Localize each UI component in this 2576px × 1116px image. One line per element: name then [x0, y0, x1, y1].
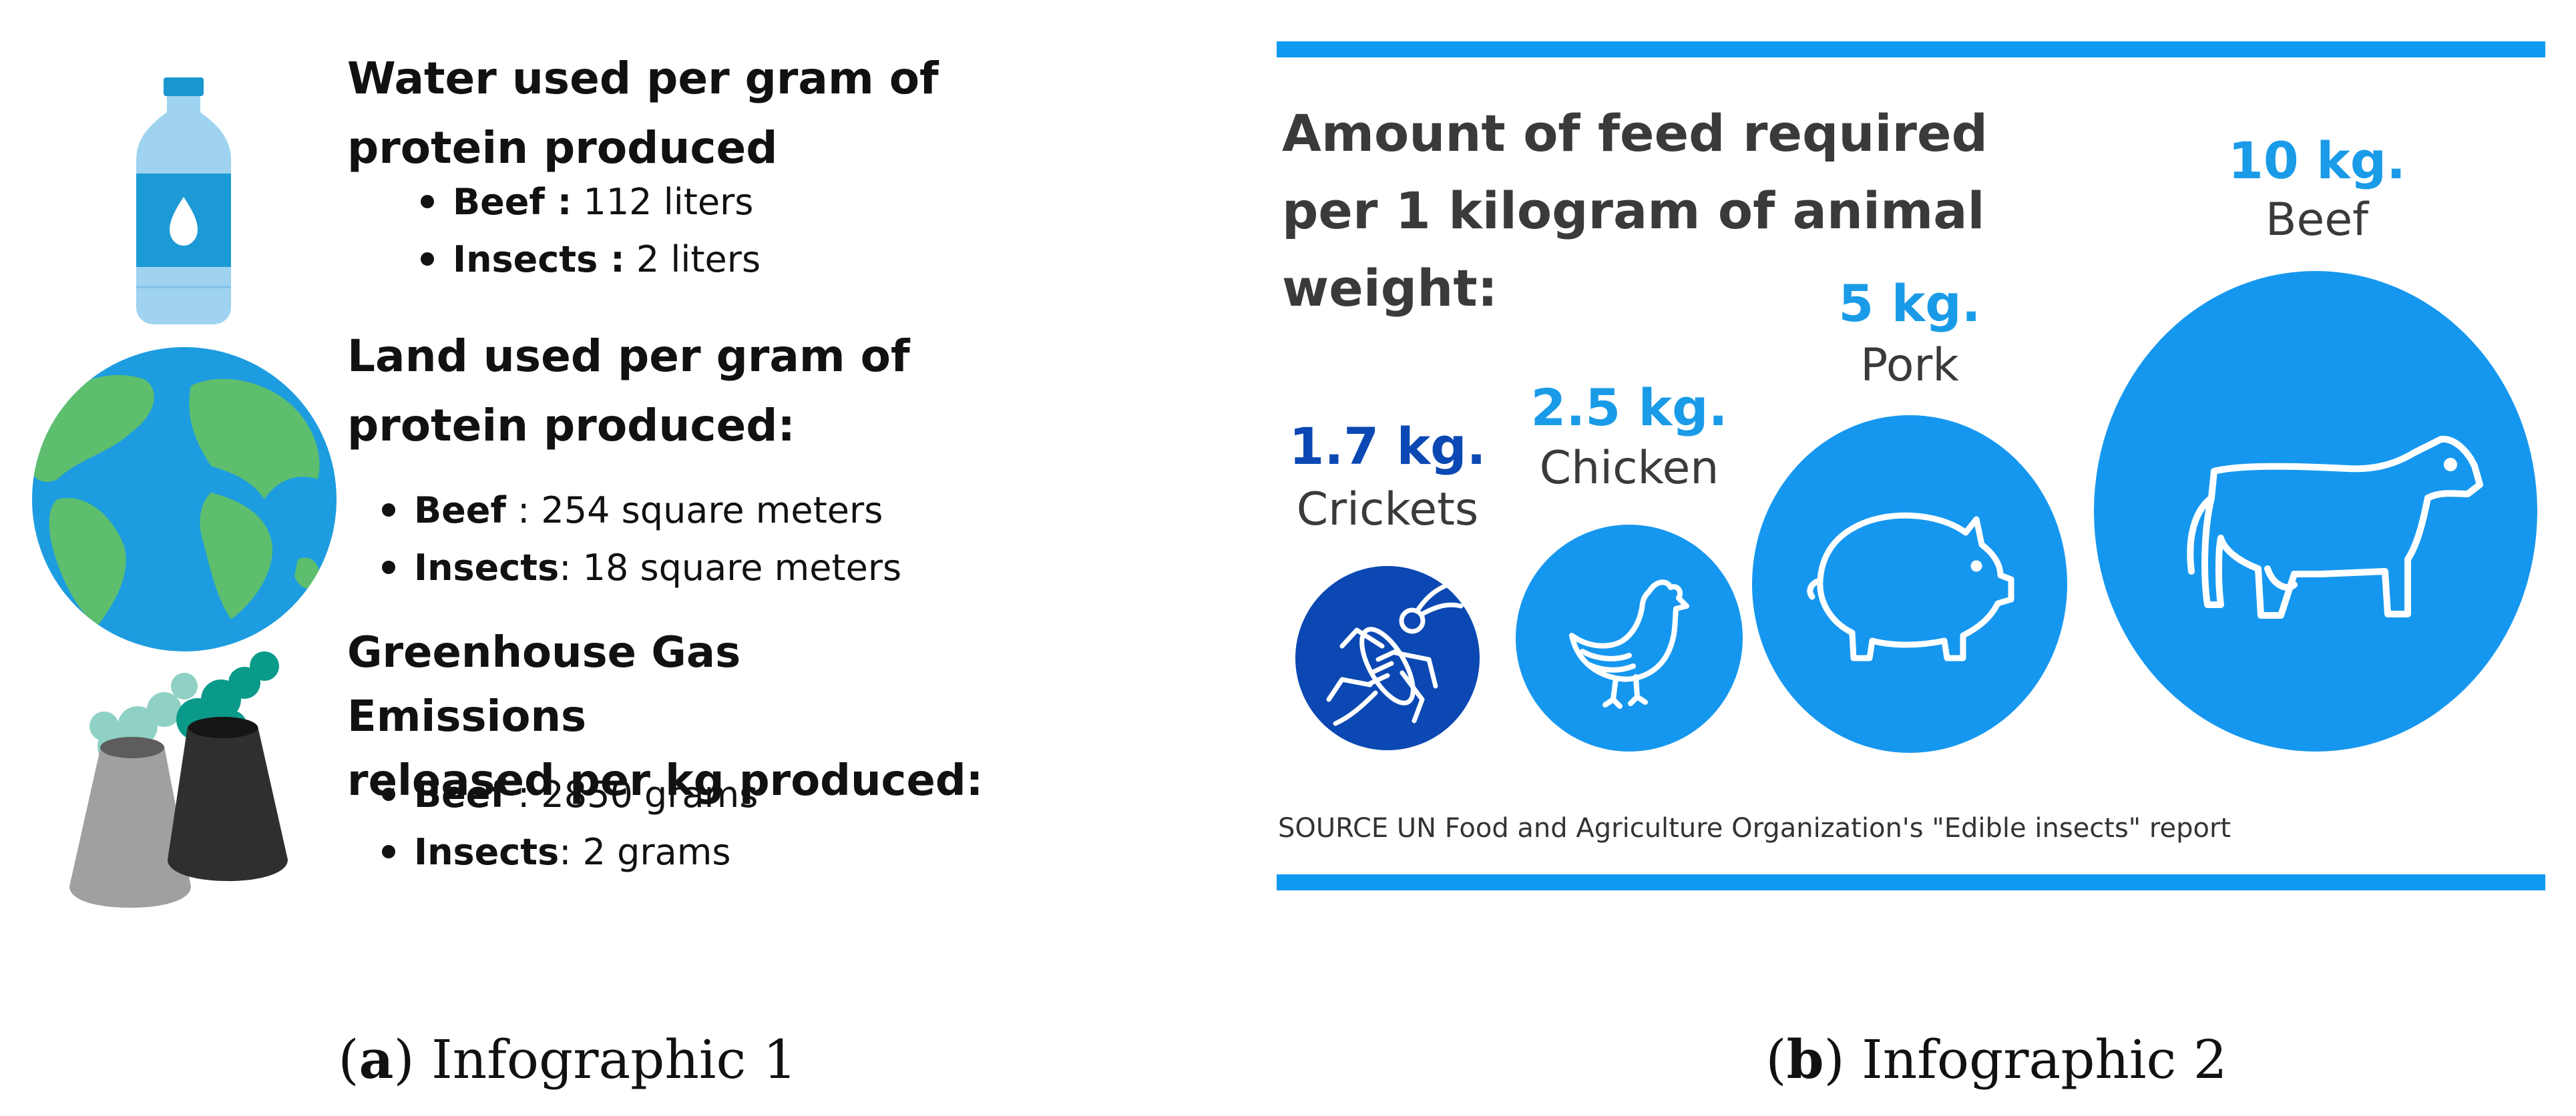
item-value: 2 liters [624, 238, 761, 280]
list-item: Insects: 2 grams [382, 824, 758, 881]
item-label: Insects : [453, 238, 625, 280]
water-title-line2: protein produced [347, 122, 778, 174]
list-item: Insects: 18 square meters [382, 539, 901, 597]
beef-circle [2094, 271, 2537, 752]
caption-b-letter: b [1786, 1028, 1824, 1091]
top-accent-bar [1277, 41, 2545, 57]
item-label: Beef [414, 489, 506, 531]
water-bottle-icon [136, 77, 231, 324]
earth-globe-icon [32, 347, 337, 651]
caption-b-text: ) Infographic 2 [1823, 1029, 2227, 1091]
list-item: Beef : 2850 grams [382, 766, 758, 824]
pig-icon [1807, 512, 2014, 661]
beef-amount: 10 kg. [2227, 131, 2406, 190]
crickets-circle [1295, 566, 1480, 750]
emissions-title: Greenhouse Gas Emissions released per kg… [347, 621, 988, 813]
land-title-line1: Land used per gram of [347, 330, 910, 382]
chicken-label: Chicken [1539, 442, 1719, 495]
pork-label: Pork [1860, 339, 1959, 392]
caption-a: (a) Infographic 1 [338, 1028, 797, 1091]
list-item: Beef : 112 liters [421, 174, 761, 231]
chicken-icon [1569, 579, 1689, 709]
pork-amount: 5 kg. [1838, 274, 1981, 333]
water-title-line1: Water used per gram of [347, 53, 939, 104]
cricket-icon [1326, 581, 1464, 726]
chicken-circle [1516, 525, 1743, 752]
land-title: Land used per gram of protein produced: [347, 322, 988, 461]
caption-b: (b) Infographic 2 [1765, 1028, 2227, 1091]
emissions-title-line1: Greenhouse Gas Emissions [347, 628, 741, 742]
crickets-label: Crickets [1296, 483, 1479, 536]
land-list: Beef : 254 square meters Insects: 18 squ… [382, 482, 901, 597]
beef-label: Beef [2265, 194, 2369, 246]
smokestack-icon [69, 651, 288, 908]
emissions-title-line2: released per kg produced: [347, 756, 984, 806]
item-label: Beef [414, 774, 506, 816]
land-title-line2: protein produced: [347, 400, 795, 451]
feed-title-line1: Amount of feed required [1282, 103, 1988, 163]
caption-a-text: ) Infographic 1 [393, 1029, 797, 1091]
feed-title: Amount of feed required per 1 kilogram o… [1282, 95, 2217, 327]
pork-circle [1752, 415, 2067, 753]
item-label: Beef : [453, 181, 572, 223]
water-list: Beef : 112 liters Insects : 2 liters [421, 174, 761, 288]
crickets-amount: 1.7 kg. [1289, 416, 1486, 476]
water-title: Water used per gram of protein produced [347, 44, 988, 183]
item-value: : 18 square meters [559, 547, 902, 589]
item-value: : 2850 grams [505, 774, 759, 816]
list-item: Beef : 254 square meters [382, 482, 901, 539]
item-value: : 254 square meters [505, 489, 883, 531]
chicken-amount: 2.5 kg. [1530, 378, 1728, 437]
cow-icon [2187, 435, 2483, 619]
emissions-list: Beef : 2850 grams Insects: 2 grams [382, 766, 758, 881]
source-note: SOURCE UN Food and Agriculture Organizat… [1278, 813, 2231, 844]
item-label: Insects [414, 547, 560, 589]
item-value: 112 liters [572, 181, 754, 223]
list-item: Insects : 2 liters [421, 231, 761, 288]
item-label: Insects [414, 831, 560, 873]
bottom-accent-bar [1277, 874, 2545, 890]
feed-title-line2: per 1 kilogram of animal weight: [1282, 181, 1985, 318]
caption-a-letter: a [359, 1028, 394, 1091]
item-value: : 2 grams [559, 831, 731, 873]
